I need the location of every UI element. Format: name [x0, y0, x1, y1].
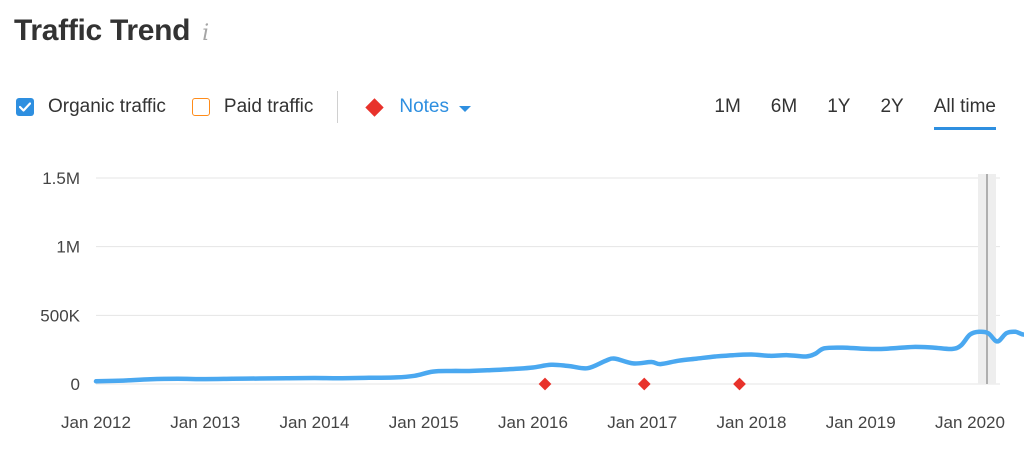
info-icon[interactable]: i — [202, 21, 210, 46]
y-tick-label: 500K — [40, 306, 80, 325]
x-tick-label: Jan 2015 — [389, 413, 459, 432]
y-tick-label: 1.5M — [42, 169, 80, 188]
x-tick-label: Jan 2017 — [607, 413, 677, 432]
x-tick-label: Jan 2020 — [935, 413, 1005, 432]
annotation-layer: Database growth — [978, 174, 996, 384]
grid-layer — [96, 177, 1000, 385]
range-all-time[interactable]: All time — [933, 96, 997, 130]
organic-traffic-line — [93, 329, 1024, 384]
x-tick-label: Jan 2018 — [717, 413, 787, 432]
x-axis-ticks: Jan 2012 Jan 2013 Jan 2014 Jan 2015 Jan 2016… — [61, 413, 1005, 432]
checkmark-icon — [19, 102, 31, 112]
title-row: Traffic Trend i — [14, 14, 209, 48]
notes-label: Notes — [399, 96, 449, 117]
y-tick-label: 1M — [56, 238, 80, 257]
x-tick-label: Jan 2014 — [280, 413, 350, 432]
time-range-selector: 1M 6M 1Y 2Y All time — [684, 92, 997, 130]
organic-traffic-checkbox[interactable] — [16, 98, 34, 116]
legend-divider — [337, 91, 339, 123]
range-6m[interactable]: 6M — [770, 96, 798, 117]
x-tick-label: Jan 2016 — [498, 413, 568, 432]
range-2y[interactable]: 2Y — [880, 96, 904, 117]
legend-paid-traffic[interactable]: Paid traffic — [191, 96, 314, 118]
caret-down-icon — [458, 105, 471, 112]
y-axis-ticks: 0 500K 1M 1.5M — [40, 169, 80, 394]
page-title: Traffic Trend — [14, 14, 191, 47]
x-tick-label: Jan 2019 — [826, 413, 896, 432]
range-1y[interactable]: 1Y — [827, 96, 851, 117]
range-1m[interactable]: 1M — [714, 96, 741, 117]
y-tick-label: 0 — [71, 375, 80, 394]
organic-traffic-label: Organic traffic — [48, 96, 166, 117]
notes-dropdown[interactable]: Notes — [362, 96, 471, 118]
x-tick-label: Jan 2012 — [61, 413, 131, 432]
legend-row: Organic traffic Paid traffic Notes — [16, 91, 471, 123]
note-marker — [637, 377, 651, 391]
legend-organic-traffic[interactable]: Organic traffic — [16, 96, 166, 118]
note-marker — [538, 377, 552, 391]
note-marker — [733, 377, 746, 391]
x-tick-label: Jan 2013 — [170, 413, 240, 432]
paid-traffic-label: Paid traffic — [223, 96, 314, 117]
paid-traffic-checkbox[interactable] — [191, 98, 210, 116]
